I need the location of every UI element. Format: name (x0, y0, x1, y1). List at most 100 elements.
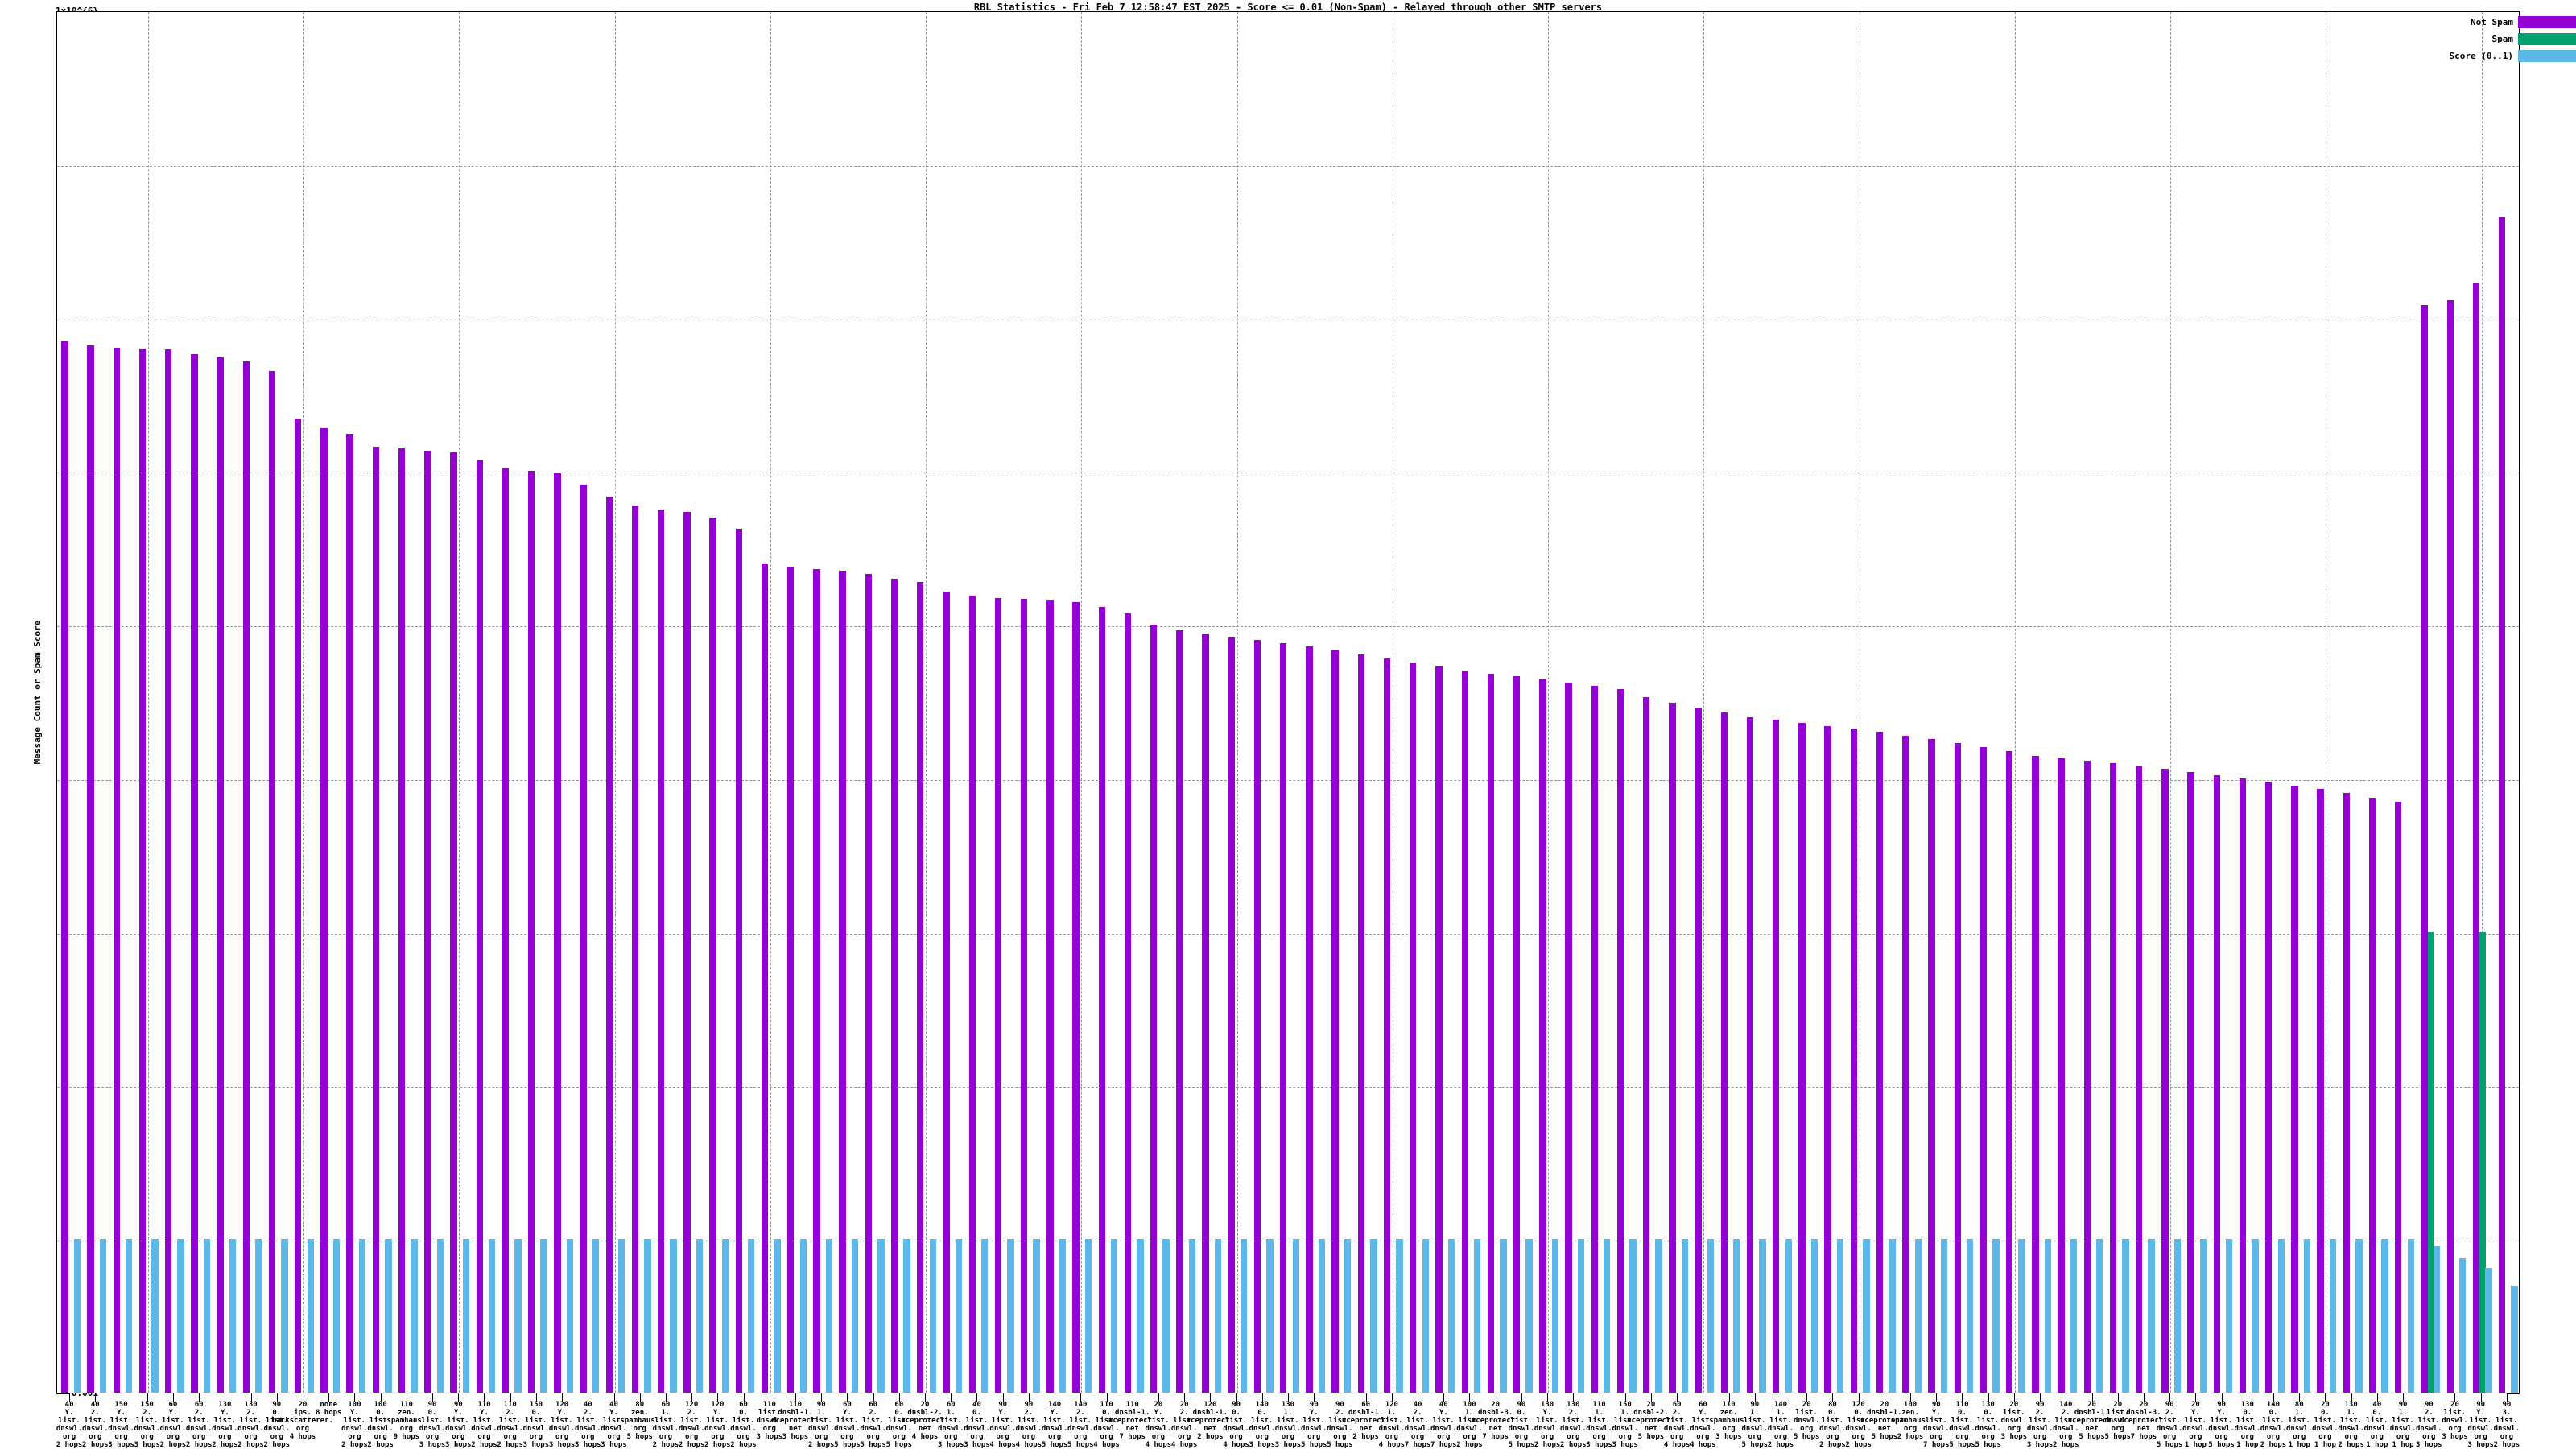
x-label-line: 1. (1283, 1409, 1293, 1417)
x-label-line: 90 (1931, 1401, 1941, 1409)
bar-score (2433, 1245, 2441, 1393)
bar-score (2199, 1239, 2207, 1393)
x-tick-label: 110 2. list. dnswl. org 2 hops (471, 1401, 549, 1449)
x-label-line: 90 (1335, 1401, 1344, 1409)
x-label-line: dnswl. (1378, 1425, 1406, 1433)
x-label-line: dnswl. (212, 1425, 238, 1433)
bar-not-spam (1669, 703, 1676, 1393)
x-tick (665, 1393, 667, 1402)
bar-not-spam (1124, 613, 1132, 1393)
x-tick (2195, 1393, 2197, 1402)
x-label-line: 1 hop (2366, 1441, 2388, 1449)
bar-not-spam (242, 361, 250, 1393)
x-label-line: org (944, 1433, 958, 1441)
x-label-line: 0. (272, 1409, 282, 1417)
x-label-line: dnswl. (1508, 1425, 1535, 1433)
x-tick-label: 60 dnsbl-1. uceprotect. net 2 hops (1327, 1401, 1405, 1441)
legend-item-score-0-1[interactable]: Score (0..1) (2450, 50, 2576, 62)
x-label-line: 20 (1880, 1401, 1889, 1409)
x-tick-label: 110 zen. spamhaus. org 3 hops (1690, 1401, 1768, 1441)
bar-not-spam (268, 370, 276, 1393)
x-label-line: dnswl. (2156, 1425, 2183, 1433)
bar-not-spam (1565, 683, 1572, 1393)
x-label-line: list. (862, 1417, 885, 1425)
x-label-line: 20 (1179, 1401, 1189, 1409)
bar-not-spam (2161, 769, 2169, 1393)
x-tick-label: 60 2. list. dnswl. org 4 hops (1638, 1401, 1716, 1449)
x-label-line: 0. (1827, 1409, 1837, 1417)
bar-not-spam (2368, 797, 2376, 1393)
x-label-line: org (866, 1433, 880, 1441)
x-tick (613, 1393, 615, 1402)
x-label-line: Y. (480, 1409, 489, 1417)
bar-score (229, 1239, 237, 1393)
x-label-line: list. (965, 1417, 989, 1425)
x-label-line: 5 hops (2208, 1441, 2235, 1449)
x-tick (2299, 1393, 2301, 1402)
x-label-line: dnswl. (886, 1425, 913, 1433)
x-label-line: 140 (1047, 1401, 1062, 1409)
x-label-line: 5 hops (626, 1433, 653, 1441)
x-tick-label: 90 Y. list. dnswl. org 3 hops (2442, 1401, 2520, 1449)
x-label-line: list. (992, 1417, 1014, 1425)
bar-score (592, 1239, 600, 1393)
x-label-line: 90 (2476, 1401, 2486, 1409)
x-label-line: Y. (609, 1409, 618, 1417)
bar-not-spam (1746, 716, 1754, 1393)
legend-label: Not Spam (2471, 17, 2513, 27)
bar-not-spam (554, 473, 561, 1393)
bar-score (980, 1239, 989, 1393)
bar-score (1733, 1239, 1740, 1393)
x-label-line: uceprotect. (1627, 1417, 1675, 1425)
x-label-line: spamhaus. (1890, 1417, 1930, 1425)
x-label-line: dnswl. (807, 1425, 835, 1433)
x-tick (821, 1393, 823, 1402)
x-label-line: list. (109, 1417, 133, 1425)
x-label-line: 2. (2035, 1409, 2045, 1417)
x-label-line: org (1437, 1433, 1451, 1441)
bar-not-spam (1357, 654, 1365, 1393)
x-label-line: 20 (2190, 1401, 2200, 1409)
bar-score (281, 1239, 288, 1393)
x-label-line: org (1722, 1425, 1736, 1433)
x-label-line: dnswl. (1612, 1425, 1638, 1433)
x-label-line: 2 hops (704, 1441, 731, 1449)
bar-not-spam (1695, 707, 1702, 1393)
x-label-line: 2. (687, 1409, 696, 1417)
bar-score (1266, 1239, 1274, 1393)
x-label-line: 110 (1100, 1401, 1113, 1409)
x-label-line: dnswl. (964, 1425, 990, 1433)
x-tick (199, 1393, 200, 1402)
x-tick (2091, 1393, 2093, 1402)
x-label-line: 130 (2344, 1401, 2358, 1409)
x-label-line: 1. (1387, 1409, 1397, 1417)
x-label-line: 2. (2424, 1409, 2434, 1417)
bar-not-spam (1928, 739, 1935, 1393)
gridline-horizontal (57, 779, 2519, 781)
x-label-line: 1. (1465, 1409, 1474, 1417)
legend-item-spam[interactable]: Spam (2492, 33, 2576, 45)
x-label-line: 130 (244, 1401, 258, 1409)
x-label-line: list. (1069, 1417, 1092, 1425)
x-label-line: 2. (1568, 1409, 1578, 1417)
bar-score (1292, 1239, 1299, 1393)
x-label-line: dnswl. (2363, 1425, 2391, 1433)
x-label-line: zen. (630, 1409, 649, 1417)
x-label-line: 1. (2294, 1409, 2304, 1417)
legend-item-not-spam[interactable]: Not Spam (2471, 16, 2576, 28)
bar-spam (2428, 931, 2434, 1393)
x-label-line: 1. (946, 1409, 956, 1417)
bar-not-spam (943, 591, 950, 1393)
x-label-line: Y. (1439, 1409, 1448, 1417)
gridline-vertical (459, 12, 460, 1393)
gridline-horizontal (57, 933, 2519, 935)
x-label-line: spamhaus. (620, 1417, 660, 1425)
bar-not-spam (1487, 673, 1495, 1393)
x-label-line: net (2085, 1425, 2099, 1433)
x-label-line: 0. (1958, 1409, 1967, 1417)
x-label-line: 2. (2165, 1409, 2174, 1417)
x-label-line: 3 hops (756, 1433, 783, 1441)
bar-score (2277, 1239, 2285, 1393)
bar-not-spam (87, 345, 94, 1393)
x-tick-label: 100 1. list. dnswl. org 2 hops (1430, 1401, 1509, 1449)
